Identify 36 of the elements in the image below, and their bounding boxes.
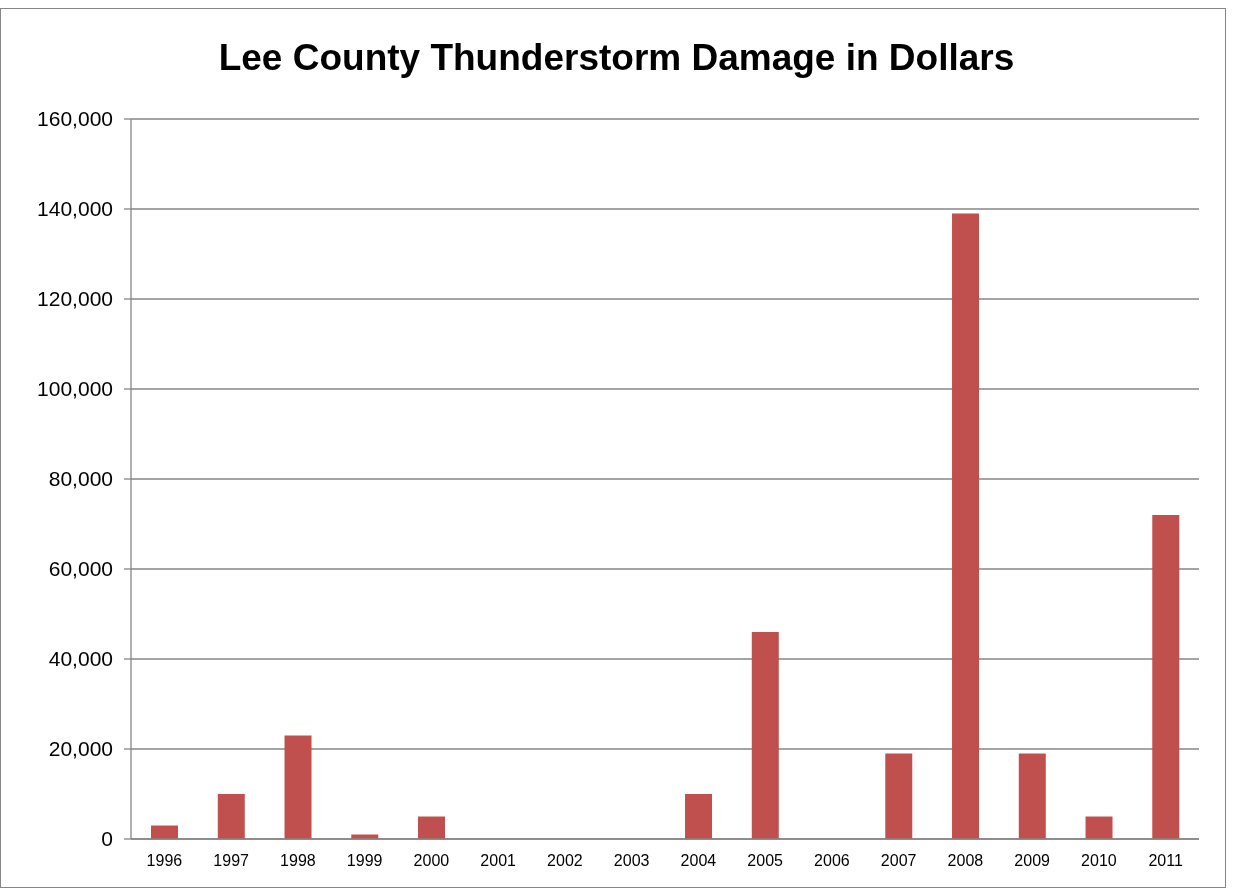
y-tick-label: 80,000 [48,467,113,491]
x-tick-label: 2004 [680,852,717,870]
bar [751,632,779,839]
x-tick-label: 2008 [947,852,984,870]
bar [1018,753,1046,839]
x-tick-label: 1997 [213,852,250,870]
x-tick-label: 2010 [1081,852,1117,870]
x-tick-label: 1999 [346,852,383,870]
x-tick-label: 2005 [747,852,784,870]
bar [952,213,980,839]
x-tick-label: 2003 [613,852,650,870]
x-tick-label: 2002 [547,852,583,870]
x-tick-label: 2000 [413,852,450,870]
y-tick-label: 40,000 [48,647,113,671]
y-tick-label: 60,000 [48,557,113,581]
y-tick-label: 0 [101,827,113,851]
x-tick-label: 2011 [1148,852,1183,870]
y-tick-label: 160,000 [37,107,113,131]
x-tick-label: 2001 [480,852,517,870]
bar [418,816,446,839]
bar [1085,816,1113,839]
y-tick-label: 120,000 [37,287,113,311]
x-tick-label: 2009 [1014,852,1051,870]
x-tick-label: 1996 [146,852,183,870]
bar [685,794,713,839]
chart-title: Lee County Thunderstorm Damage in Dollars [217,36,1016,80]
x-tick-label: 2006 [814,852,850,870]
bar [885,753,913,839]
bar [284,735,312,839]
y-tick-label: 20,000 [48,737,113,761]
x-tick-label: 2007 [880,852,917,870]
y-tick-label: 100,000 [37,377,113,401]
y-tick-label: 140,000 [37,197,113,221]
x-tick-label: 1998 [280,852,316,870]
bar [217,794,245,839]
bar [1152,515,1180,839]
